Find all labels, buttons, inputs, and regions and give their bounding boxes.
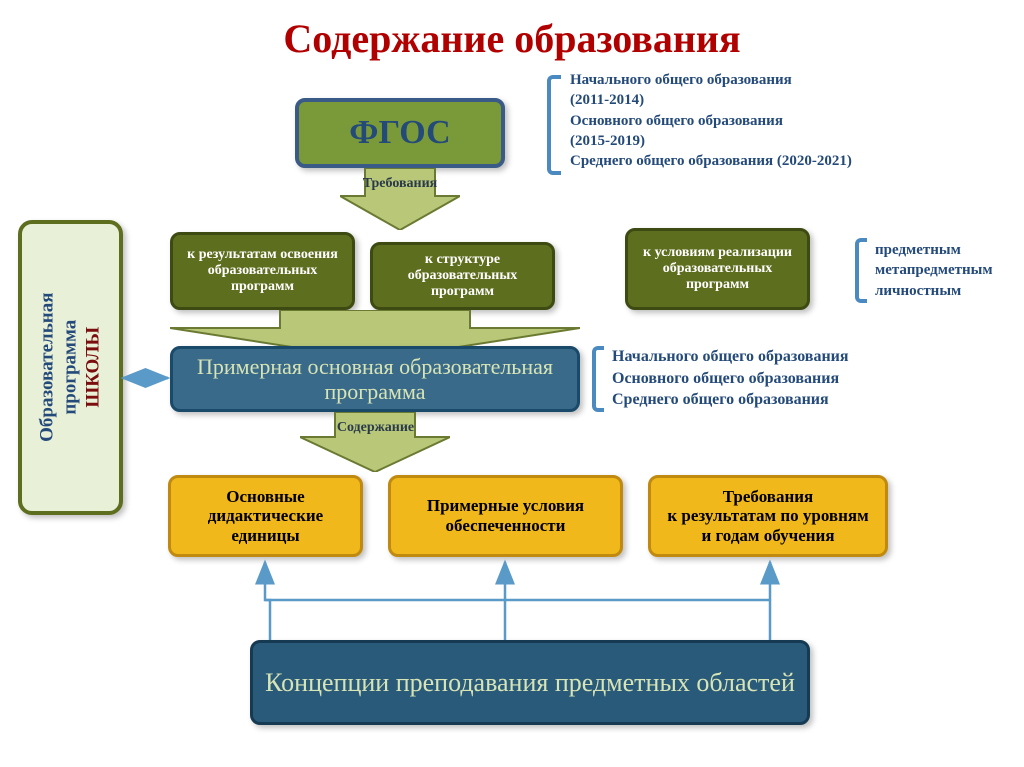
yellow-requirements: Требования к результатам по уровням и го… xyxy=(648,475,888,557)
fgos-levels-text: Начального общего образования (2011-2014… xyxy=(570,70,852,171)
bracket-results-types xyxy=(855,238,867,303)
olive-results: к результатам освоения образовательных п… xyxy=(170,232,355,310)
olive-structure: к структуре образовательных программ xyxy=(370,242,555,310)
yellow-didactic: Основные дидактические единицы xyxy=(168,475,363,557)
fgos-box: ФГОС xyxy=(295,98,505,168)
sample-program-box: Примерная основная образовательная прогр… xyxy=(170,346,580,412)
page-title: Содержание образования xyxy=(0,0,1024,67)
results-types-text: предметным метапредметным личностным xyxy=(875,240,993,301)
concepts-box: Концепции преподавания предметных област… xyxy=(250,640,810,725)
bracket-program-levels xyxy=(592,346,604,412)
school-program-text: Образовательная программа ШКОЛЫ xyxy=(36,293,104,442)
olive-conditions: к условиям реализации образовательных пр… xyxy=(625,228,810,310)
yellow-conditions: Примерные условия обеспеченности xyxy=(388,475,623,557)
program-levels-text: Начального общего образования Основного … xyxy=(612,346,849,411)
arrow-content-label: Содержание xyxy=(333,420,418,436)
arrow-requirements-label: Требования xyxy=(355,176,445,192)
school-program-box: Образовательная программа ШКОЛЫ xyxy=(18,220,123,515)
bracket-fgos-levels xyxy=(547,75,561,175)
